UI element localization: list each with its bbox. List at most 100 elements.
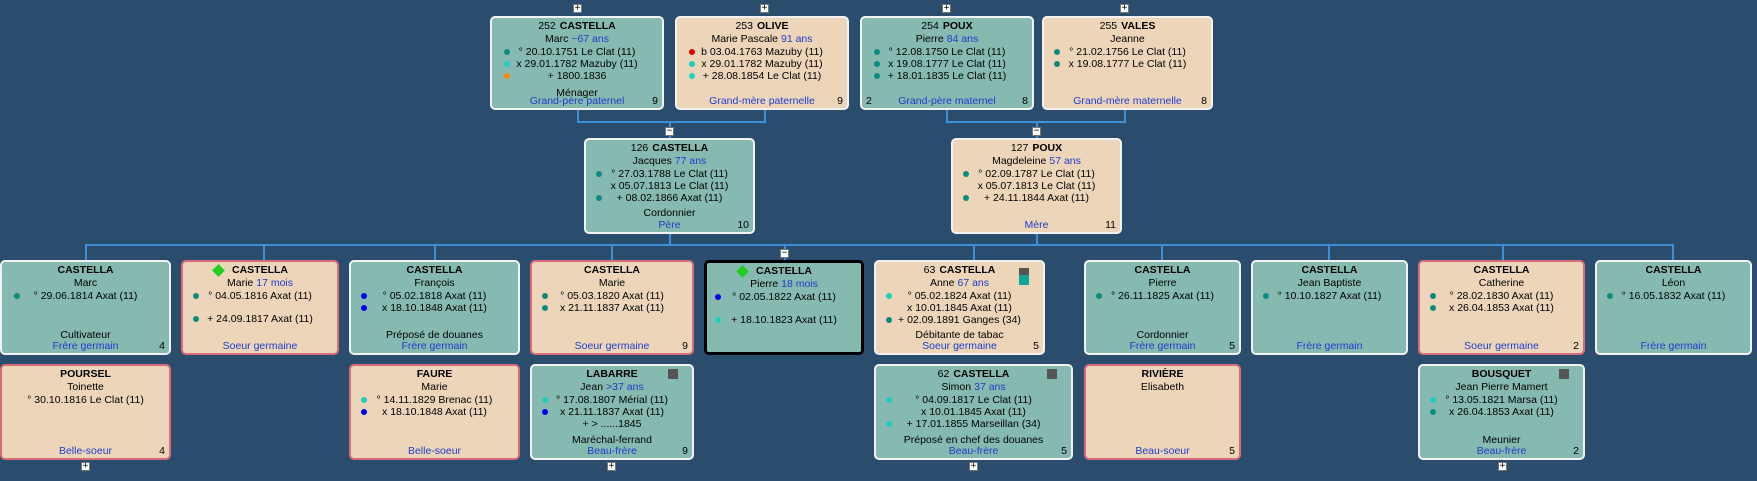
person-card-spouse[interactable]: LABARRE Jean >37 ans ° 17.08.1807 Mérial … <box>530 364 694 460</box>
given-name: François <box>414 277 455 289</box>
expand-descendants-button[interactable]: + <box>1498 461 1507 471</box>
surname: CASTELLA <box>1134 264 1191 276</box>
death-event: + 17.01.1855 Marseillan (34) <box>906 418 1041 430</box>
birth-event: ° 05.02.1818 Axat (11) <box>382 290 487 302</box>
person-card-sibling[interactable]: CASTELLA Catherine ° 28.02.1830 Axat (11… <box>1418 260 1585 355</box>
event-marker-icon <box>1430 397 1436 403</box>
descendant-count: 5 <box>1229 340 1235 352</box>
collapse-button[interactable]: − <box>665 126 674 136</box>
sibling-count: 2 <box>866 95 872 107</box>
surname: CASTELLA <box>756 265 812 277</box>
given-name: Toinette <box>67 381 104 393</box>
person-card-sibling[interactable]: CASTELLA Marc ° 29.06.1814 Axat (11) Cul… <box>0 260 171 355</box>
connector-line <box>973 244 975 260</box>
relation-label: Grand-père maternel <box>898 95 996 107</box>
age: 77 ans <box>674 155 707 167</box>
collapse-button[interactable]: − <box>780 248 789 258</box>
expand-ancestors-button[interactable]: + <box>942 3 951 13</box>
person-card-grandfather-maternal[interactable]: 254 POUX Pierre 84 ans ° 12.08.1750 Le Cla… <box>860 16 1034 110</box>
occupation: Cordonnier <box>1136 329 1189 341</box>
person-card-sibling[interactable]: CASTELLA Pierre ° 26.11.1825 Axat (11) C… <box>1084 260 1241 355</box>
sosa-number: 254 <box>921 20 939 32</box>
connector-line <box>577 109 579 122</box>
birth-event: ° 10.10.1827 Axat (11) <box>1277 290 1382 302</box>
surname: BOUSQUET <box>1471 368 1532 380</box>
person-card-sibling[interactable]: CASTELLA François ° 05.02.1818 Axat (11)… <box>349 260 520 355</box>
person-card-spouse[interactable]: POURSEL Toinette ° 30.10.1816 Le Clat (1… <box>0 364 171 460</box>
person-card-sibling[interactable]: CASTELLA Léon ° 16.05.1832 Axat (11) Frè… <box>1595 260 1752 355</box>
event-marker-icon <box>715 294 721 300</box>
marriage-event: x 05.07.1813 Le Clat (11) <box>977 180 1096 192</box>
baptism-event: b 03.04.1763 Mazuby (11) <box>701 46 823 58</box>
connector-line <box>669 234 671 246</box>
descendant-count: 9 <box>682 445 688 457</box>
person-card-father[interactable]: 126 CASTELLA Jacques 77 ans ° 27.03.1788 L… <box>584 138 755 234</box>
relation-label: Grand-mère paternelle <box>709 95 815 107</box>
event-marker-icon <box>1607 293 1613 299</box>
photo-icon <box>1559 369 1569 379</box>
given-name: Marc <box>73 277 98 289</box>
event-marker-icon <box>689 73 695 79</box>
expand-ancestors-button[interactable]: + <box>760 3 769 13</box>
connector-line <box>434 244 436 260</box>
given-name: Pierre <box>750 278 779 290</box>
birth-event: ° 20.10.1751 Le Clat (11) <box>518 46 636 58</box>
event-marker-icon <box>1263 293 1269 299</box>
event-marker-icon <box>689 61 695 67</box>
given-name: Simon <box>941 381 972 393</box>
event-marker-icon <box>361 305 367 311</box>
relation-label: Frère germain <box>1129 340 1196 352</box>
event-marker-icon <box>504 73 510 79</box>
birth-event: ° 27.03.1788 Le Clat (11) <box>611 168 728 180</box>
relation-label: Grand-mère maternelle <box>1073 95 1182 107</box>
birth-event: ° 13.05.1821 Marsa (11) <box>1445 394 1558 406</box>
sosa-number: 252 <box>538 20 556 32</box>
event-marker-icon <box>689 49 695 55</box>
marriage-event: x 29.01.1782 Mazuby (11) <box>516 58 638 70</box>
person-card-root-selected[interactable]: CASTELLA Pierre 18 mois ° 02.05.1822 Axat… <box>704 260 864 355</box>
expand-descendants-button[interactable]: + <box>969 461 978 471</box>
person-card-sibling[interactable]: CASTELLA Jean Baptiste ° 10.10.1827 Axat… <box>1251 260 1408 355</box>
expand-descendants-button[interactable]: + <box>607 461 616 471</box>
person-card-grandfather-paternal[interactable]: 252 CASTELLA Marc ~67 ans ° 20.10.1751 Le … <box>490 16 664 110</box>
age: >37 ans <box>606 381 644 393</box>
person-card-spouse[interactable]: RIVIÈRE Elisabeth Beau-soeur 5 <box>1084 364 1241 460</box>
person-card-grandmother-maternal[interactable]: 255 VALES Jeanne ° 21.02.1756 Le Clat (11… <box>1042 16 1213 110</box>
person-card-spouse[interactable]: 62 CASTELLA Simon 37 ans ° 04.09.1817 Le C… <box>874 364 1073 460</box>
photo-icon <box>668 369 678 379</box>
event-marker-icon <box>596 171 602 177</box>
surname: VALES <box>1121 20 1156 32</box>
person-card-sibling[interactable]: CASTELLA Marie 17 mois ° 04.05.1816 Axat … <box>181 260 339 355</box>
photo-icon <box>1019 268 1029 278</box>
surname: CASTELLA <box>1473 264 1530 276</box>
expand-descendants-button[interactable]: + <box>81 461 90 471</box>
descendant-count: 8 <box>1022 95 1028 107</box>
connector-line <box>1161 244 1163 260</box>
surname: CASTELLA <box>652 142 709 154</box>
relation-label: Beau-soeur <box>1135 445 1190 457</box>
expand-ancestors-button[interactable]: + <box>1120 3 1129 13</box>
collapse-button[interactable]: − <box>1032 126 1041 136</box>
person-card-sibling[interactable]: 63 CASTELLA Anne 67 ans ° 05.02.1824 Axat … <box>874 260 1045 355</box>
event-marker-icon <box>542 293 548 299</box>
given-name: Catherine <box>1478 277 1525 289</box>
event-marker-icon <box>14 293 20 299</box>
birth-event: ° 28.02.1830 Axat (11) <box>1449 290 1554 302</box>
person-card-spouse[interactable]: BOUSQUET Jean Pierre Mamert ° 13.05.1821… <box>1418 364 1585 460</box>
descendant-count: 4 <box>159 445 165 457</box>
descendant-count: 9 <box>837 95 843 107</box>
given-name: Jean Pierre Mamert <box>1455 381 1548 393</box>
person-card-mother[interactable]: 127 POUX Magdeleine 57 ans ° 02.09.1787 Le… <box>951 138 1122 234</box>
person-card-sibling[interactable]: CASTELLA Marie ° 05.03.1820 Axat (11) x … <box>530 260 694 355</box>
expand-ancestors-button[interactable]: + <box>573 3 582 13</box>
event-marker-icon <box>963 171 969 177</box>
surname: CASTELLA <box>1645 264 1702 276</box>
birth-event: ° 29.06.1814 Axat (11) <box>33 290 138 302</box>
person-card-grandmother-paternal[interactable]: 253 OLIVE Marie Pascale 91 ans b 03.04.176… <box>675 16 849 110</box>
relation-label: Soeur germaine <box>574 340 650 352</box>
person-card-spouse[interactable]: FAURE Marie ° 14.11.1829 Brenac (11) x 1… <box>349 364 520 460</box>
surname: CASTELLA <box>559 20 616 32</box>
birth-event: ° 21.02.1756 Le Clat (11) <box>1069 46 1186 58</box>
birth-event: ° 17.08.1807 Mérial (11) <box>556 394 668 406</box>
age: 67 ans <box>957 277 990 289</box>
